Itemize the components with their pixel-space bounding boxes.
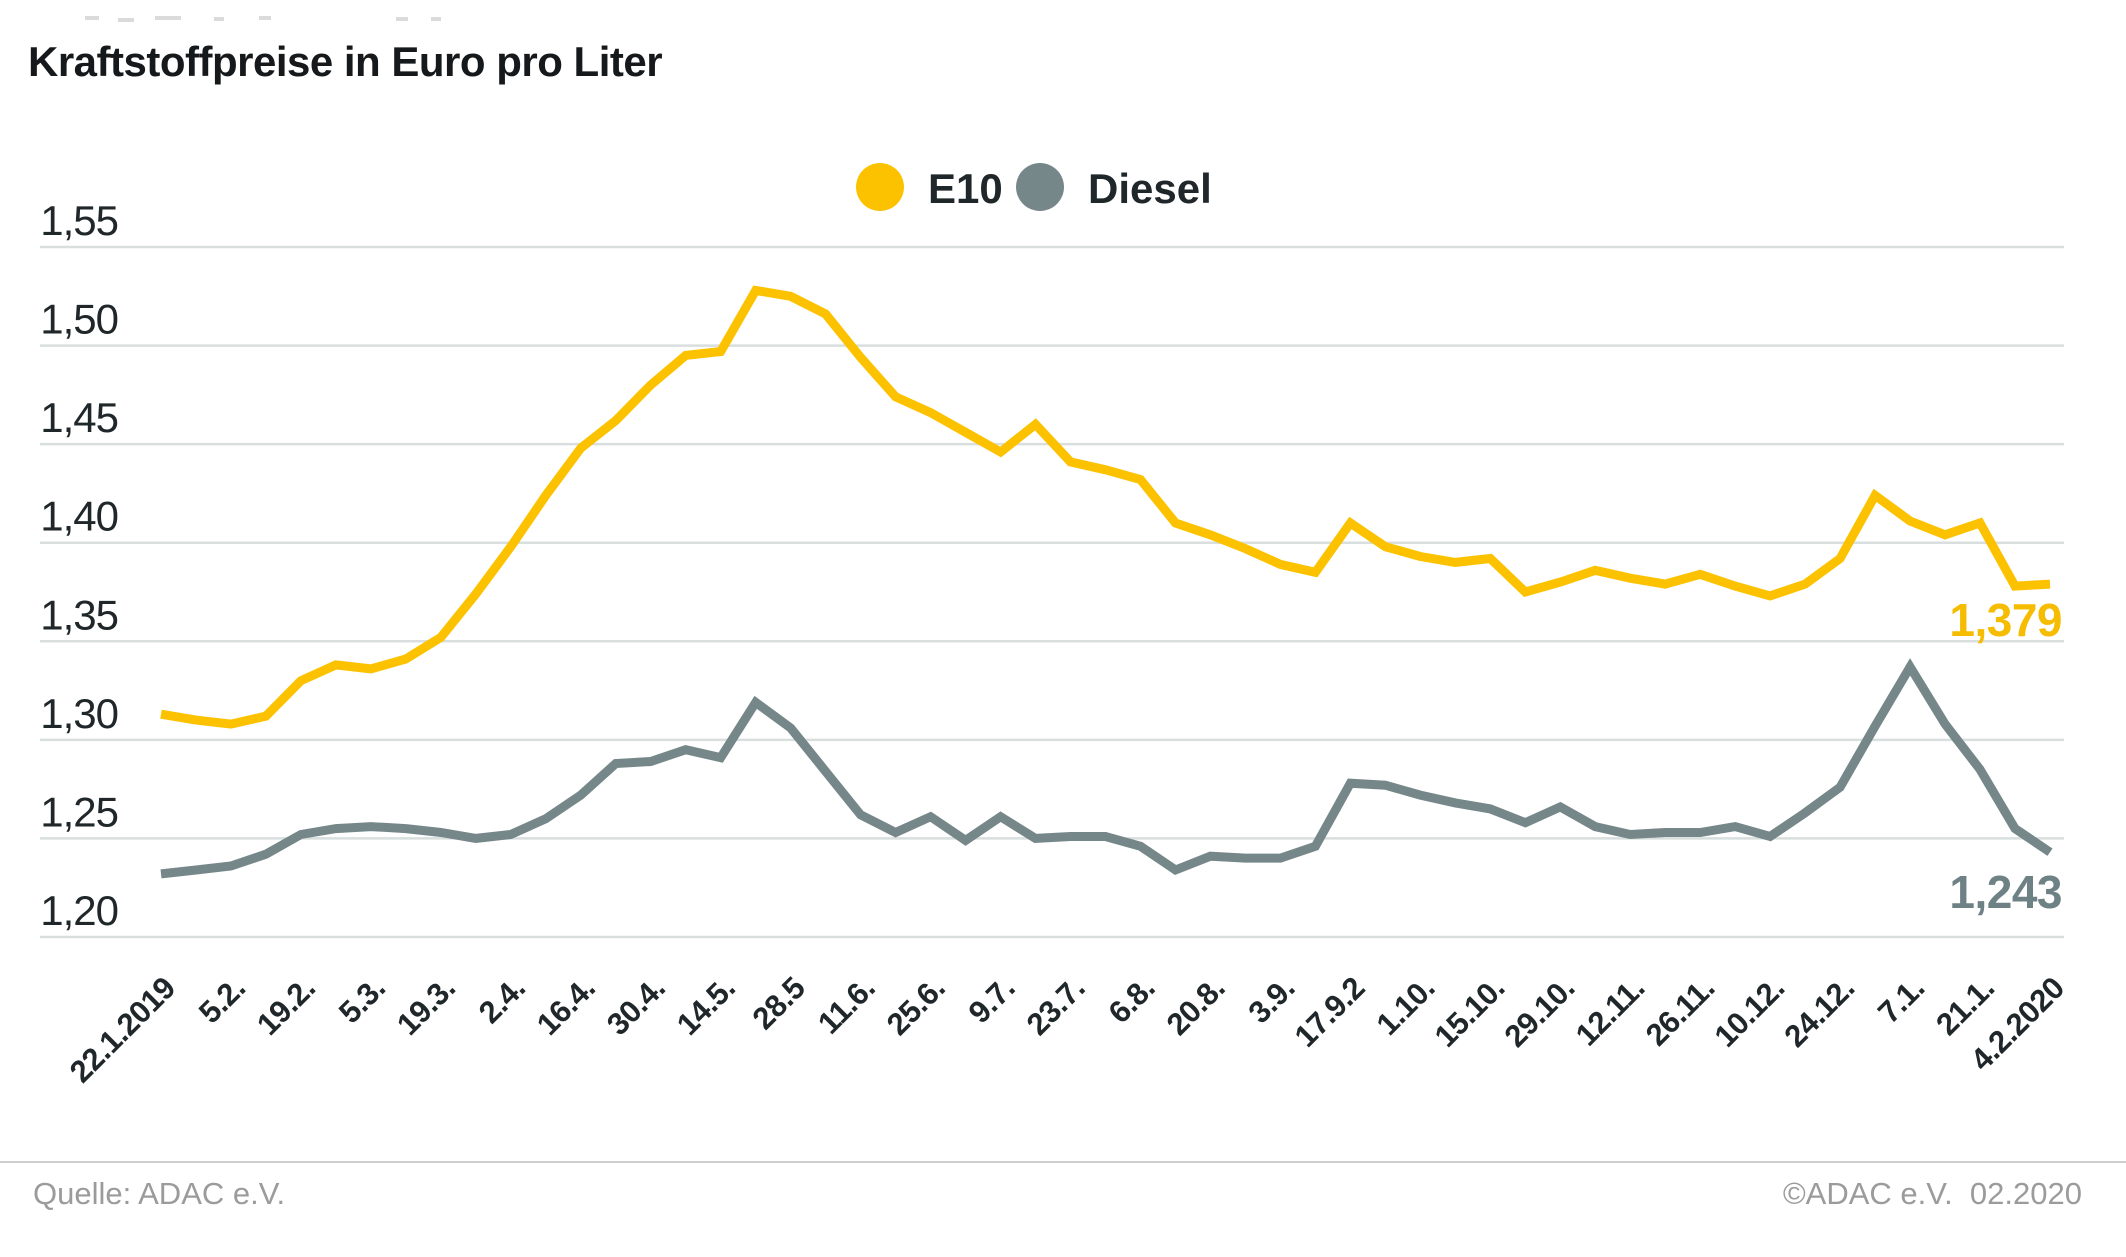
cropped-text-artifact bbox=[214, 17, 224, 21]
x-axis-tick-label: 6.8. bbox=[1102, 970, 1162, 1030]
x-axis-tick-label: 20.8. bbox=[1160, 970, 1232, 1042]
x-axis-tick-label: 30.4. bbox=[600, 970, 672, 1042]
x-axis-tick-label: 7.1. bbox=[1871, 970, 1931, 1030]
x-axis-tick-label: 24.12. bbox=[1777, 970, 1861, 1054]
copyright-notice: ©ADAC e.V. 02.2020 bbox=[1782, 1176, 2082, 1211]
y-axis-tick-label: 1,45 bbox=[40, 394, 118, 441]
footer-divider bbox=[0, 1161, 2126, 1163]
e10-end-value-label: 1,379 bbox=[1949, 594, 2062, 646]
y-axis-tick-label: 1,40 bbox=[40, 493, 118, 540]
e10-legend-dot bbox=[856, 163, 904, 211]
cropped-text-artifact bbox=[259, 16, 271, 20]
x-axis-tick-label: 16.4. bbox=[530, 970, 602, 1042]
diesel-line bbox=[160, 658, 2053, 879]
x-axis-tick-label: 23.7. bbox=[1020, 970, 1092, 1042]
diesel-legend-label: Diesel bbox=[1088, 165, 1212, 212]
x-axis-tick-label: 10.12. bbox=[1708, 970, 1792, 1054]
x-axis-tick-label: 12.11. bbox=[1569, 970, 1651, 1052]
e10-line bbox=[160, 285, 2051, 729]
y-axis-tick-label: 1,35 bbox=[40, 591, 118, 638]
x-axis-tick-label: 5.3. bbox=[332, 970, 392, 1030]
x-axis-tick-label: 26.11. bbox=[1639, 970, 1721, 1052]
cropped-text-artifact bbox=[431, 17, 441, 21]
x-axis-tick-label: 28.5 bbox=[746, 970, 812, 1036]
chart-legend: E10 Diesel bbox=[856, 163, 1212, 212]
y-axis-tick-label: 1,50 bbox=[40, 296, 118, 343]
x-axis-tick-label: 2.4. bbox=[472, 970, 532, 1030]
x-axis-tick-label: 29.10. bbox=[1498, 970, 1582, 1054]
x-axis-tick-label: 5.2. bbox=[192, 970, 252, 1030]
source-credit: Quelle: ADAC e.V. bbox=[33, 1176, 286, 1211]
y-axis-tick-label: 1,55 bbox=[40, 197, 118, 244]
x-axis-tick-label: 22.1.2019 bbox=[63, 970, 182, 1089]
x-axis-tick-label: 15.10. bbox=[1428, 970, 1512, 1054]
y-axis-tick-label: 1,20 bbox=[40, 887, 118, 934]
x-axis-tick-label: 19.2. bbox=[250, 970, 322, 1042]
cropped-text-artifact bbox=[155, 16, 181, 20]
cropped-text-artifact bbox=[396, 17, 408, 21]
page-title: Kraftstoffpreise in Euro pro Liter bbox=[28, 38, 663, 85]
x-axis-tick-label: 3.9. bbox=[1241, 970, 1301, 1030]
x-axis-tick-label: 9.7. bbox=[962, 970, 1022, 1030]
diesel-end-value-label: 1,243 bbox=[1949, 866, 2062, 918]
y-axis-tick-label: 1,25 bbox=[40, 788, 118, 835]
cropped-text-artifact bbox=[118, 18, 134, 22]
x-axis-tick-label: 14.5. bbox=[670, 970, 742, 1042]
e10-legend-label: E10 bbox=[928, 165, 1003, 212]
x-axis-tick-label: 17.9.2 bbox=[1288, 970, 1372, 1054]
cropped-text-artifact bbox=[85, 16, 99, 20]
x-axis-tick-label: 11.6. bbox=[811, 970, 882, 1041]
x-axis-tick-label: 25.6. bbox=[880, 970, 952, 1042]
diesel-legend-dot bbox=[1016, 163, 1064, 211]
y-axis-tick-label: 1,30 bbox=[40, 690, 118, 737]
x-axis-tick-label: 19.3. bbox=[390, 970, 462, 1042]
